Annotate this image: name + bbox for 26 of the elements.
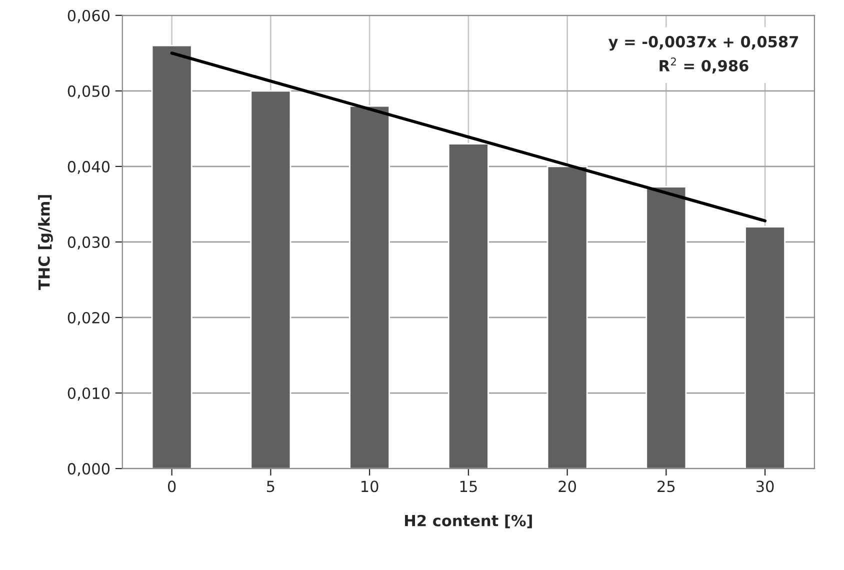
x-tick-label: 10 [362,480,378,492]
y-tick-label: 0,040 [68,160,110,174]
bar [250,90,292,469]
y-tick-label: 0,030 [68,236,110,250]
bar [646,186,687,469]
x-tick-label: 15 [460,480,477,492]
y-tick-label: 0,060 [68,10,110,23]
bar [448,143,489,469]
x-axis-title: H2 content [%] [405,514,532,528]
annotation: y = -0,0037x + 0,0587 [608,36,798,51]
y-tick-label: 0,050 [68,85,110,98]
line-series [170,52,767,222]
x-tick-label: 20 [558,480,576,492]
bar [349,105,390,469]
x-tick-label: 5 [267,480,274,492]
bar [546,166,588,469]
y-tick-label: 0,000 [68,463,110,476]
annotation: R$^{2}$ = 0,986 [660,57,748,74]
x-tick-label: 30 [756,480,774,492]
bar [744,226,786,469]
y-tick-label: 0,020 [68,312,110,326]
x-tick-label: 0 [168,480,176,492]
y-tick-label: 0,010 [68,387,110,401]
y-axis-title: THC [g/km] [38,195,53,290]
bar [151,44,192,469]
x-tick-label: 25 [658,480,675,492]
